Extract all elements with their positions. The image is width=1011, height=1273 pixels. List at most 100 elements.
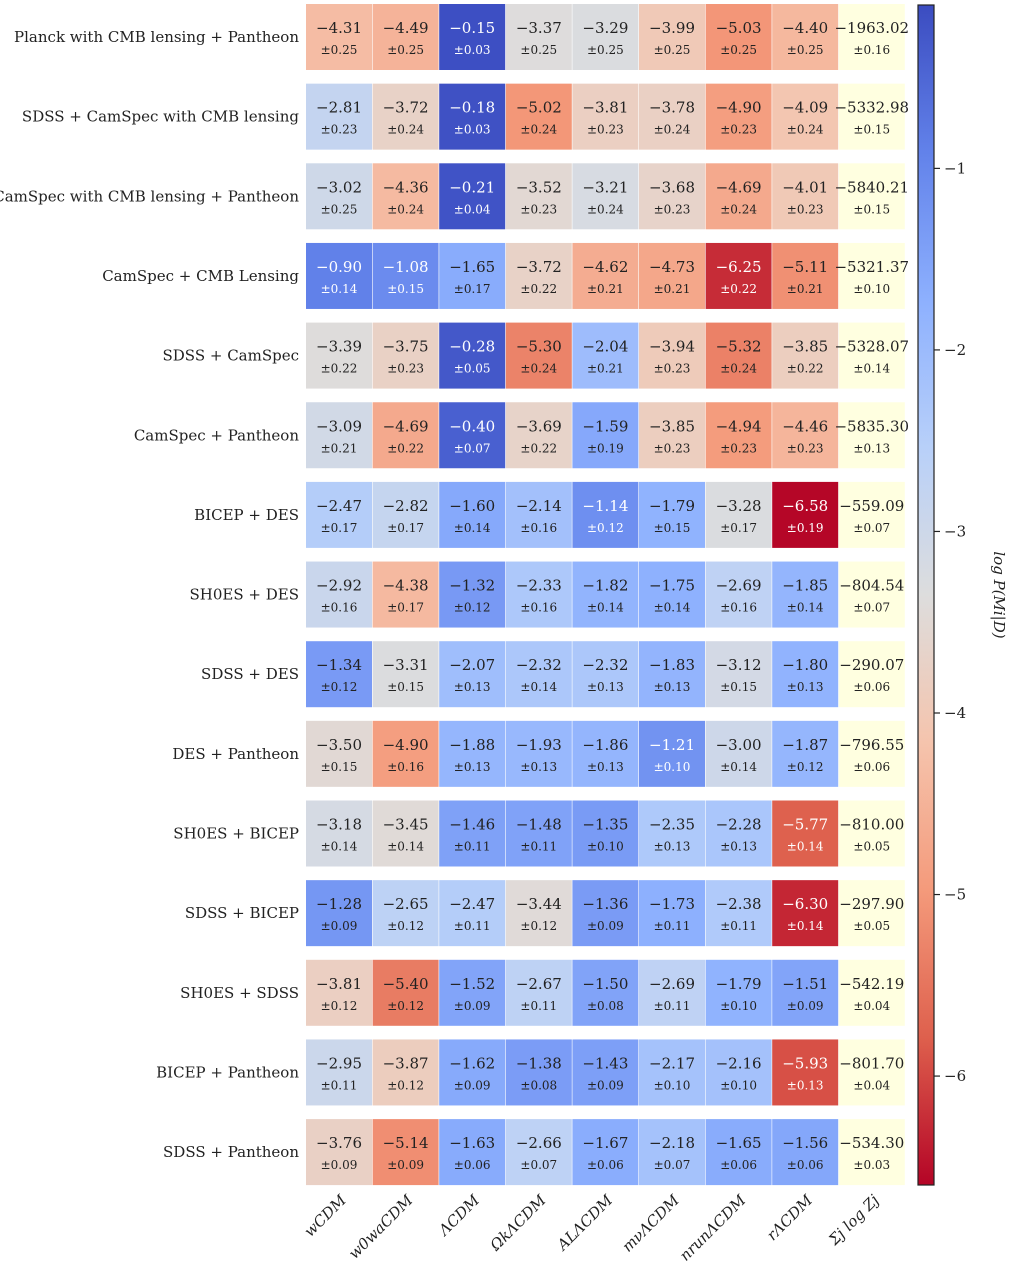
heatmap-cell <box>439 1039 506 1106</box>
heatmap-cell <box>372 4 439 70</box>
cell-error: ±0.24 <box>587 202 624 216</box>
heatmap-cell <box>372 163 439 230</box>
cell-error: ±0.14 <box>654 601 691 615</box>
heatmap-cell <box>639 481 705 548</box>
row-label: SDSS + BICEP <box>185 904 299 922</box>
heatmap-cell <box>639 1119 705 1186</box>
cell-error: ±0.06 <box>853 680 890 694</box>
cell-value: −5.30 <box>516 338 562 356</box>
cell-error: ±0.14 <box>454 521 491 535</box>
cell-error: ±0.06 <box>853 760 890 774</box>
cell-value: −2.92 <box>316 577 362 595</box>
heatmap-cell <box>439 83 506 150</box>
cell-error: ±0.10 <box>720 999 757 1013</box>
cell-value: −4.69 <box>716 178 762 196</box>
cell-value: −3.75 <box>383 338 429 356</box>
heatmap-cell <box>705 402 772 469</box>
cell-error: ±0.23 <box>387 362 424 376</box>
cell-value: −4.69 <box>383 417 429 435</box>
cell-error: ±0.03 <box>454 43 491 57</box>
heatmap-cell <box>505 959 572 1026</box>
cell-error: ±0.15 <box>387 282 424 296</box>
cell-error: ±0.10 <box>654 1078 691 1092</box>
cell-value: −1963.02 <box>834 19 909 37</box>
cell-error: ±0.11 <box>654 999 691 1013</box>
cell-error: ±0.24 <box>387 123 424 137</box>
heatmap-cell <box>705 163 772 230</box>
cell-error: ±0.12 <box>321 680 358 694</box>
cell-value: −2.32 <box>582 656 628 674</box>
cell-error: ±0.11 <box>520 840 557 854</box>
heatmap-cell <box>439 880 506 947</box>
heatmap-cell <box>572 322 639 389</box>
colorbar-label: log P(Mi|D) <box>990 551 1008 638</box>
cell-value: −1.48 <box>516 816 562 834</box>
cell-value: −4.38 <box>383 577 429 595</box>
cell-value: −1.08 <box>383 258 429 276</box>
cell-value: −2.82 <box>383 497 429 515</box>
heatmap-cell <box>838 4 905 70</box>
row-label: SDSS + CamSpec <box>163 347 300 365</box>
cell-error: ±0.22 <box>321 362 358 376</box>
row-labels: Planck with CMB lensing + Pantheon SDSS +… <box>0 28 299 1161</box>
cell-value: −6.25 <box>716 258 762 276</box>
row-label: SDSS + Pantheon <box>163 1143 299 1161</box>
heatmap-cell <box>306 163 372 230</box>
heatmap-cell <box>838 1039 905 1106</box>
colorbar-tick-label: −2 <box>944 341 966 359</box>
cell-error: ±0.21 <box>587 282 624 296</box>
cell-value: −5835.30 <box>834 417 909 435</box>
heatmap-cell <box>306 720 372 787</box>
cell-value: −1.63 <box>449 1134 495 1152</box>
heatmap-cell <box>306 959 372 1026</box>
heatmap-cell <box>572 880 639 947</box>
heatmap-cell <box>505 1039 572 1106</box>
cell-value: −1.34 <box>316 656 362 674</box>
cell-value: −1.32 <box>449 577 495 595</box>
colorbar-tick-label: −1 <box>944 159 966 177</box>
cell-error: ±0.13 <box>787 680 824 694</box>
cell-error: ±0.03 <box>853 1158 890 1172</box>
cell-value: −1.80 <box>782 656 828 674</box>
heatmap-cell <box>705 720 772 787</box>
cell-value: −1.46 <box>449 816 495 834</box>
cell-error: ±0.12 <box>787 760 824 774</box>
row-label: DES + Pantheon <box>172 745 299 763</box>
cell-value: −2.69 <box>649 975 695 993</box>
cell-error: ±0.12 <box>387 999 424 1013</box>
cell-value: −3.39 <box>316 338 362 356</box>
cell-value: −1.87 <box>782 736 828 754</box>
cell-value: −1.51 <box>782 975 828 993</box>
cell-error: ±0.13 <box>587 680 624 694</box>
heatmap-cell <box>439 1119 506 1186</box>
cell-value: −0.28 <box>449 338 495 356</box>
cell-error: ±0.13 <box>587 760 624 774</box>
cell-error: ±0.21 <box>654 282 691 296</box>
cell-value: −1.36 <box>582 895 628 913</box>
column-label: mνΛCDM <box>618 1191 683 1256</box>
cell-value: −559.09 <box>839 497 904 515</box>
colorbar-tick-label: −5 <box>944 886 966 904</box>
cell-error: ±0.25 <box>654 43 691 57</box>
cell-value: −3.72 <box>383 99 429 117</box>
cell-error: ±0.17 <box>454 282 491 296</box>
cell-value: −5.32 <box>716 338 762 356</box>
cell-error: ±0.13 <box>787 1078 824 1092</box>
row-label: CamSpec + Pantheon <box>134 426 300 444</box>
cell-error: ±0.23 <box>787 441 824 455</box>
cell-value: −1.79 <box>649 497 695 515</box>
heatmap-cell <box>505 561 572 628</box>
cell-value: −3.68 <box>649 178 695 196</box>
cell-error: ±0.14 <box>387 840 424 854</box>
cell-error: ±0.23 <box>654 202 691 216</box>
column-label: rΛCDM <box>763 1191 816 1244</box>
heatmap-cell <box>505 641 572 708</box>
heatmap-cell <box>505 800 572 867</box>
heatmap-cell <box>639 1039 705 1106</box>
heatmap-cell <box>838 481 905 548</box>
cell-error: ±0.24 <box>720 362 757 376</box>
heatmap-cell <box>838 641 905 708</box>
cell-error: ±0.16 <box>520 521 557 535</box>
cell-value: −3.78 <box>649 99 695 117</box>
cell-value: −1.50 <box>582 975 628 993</box>
